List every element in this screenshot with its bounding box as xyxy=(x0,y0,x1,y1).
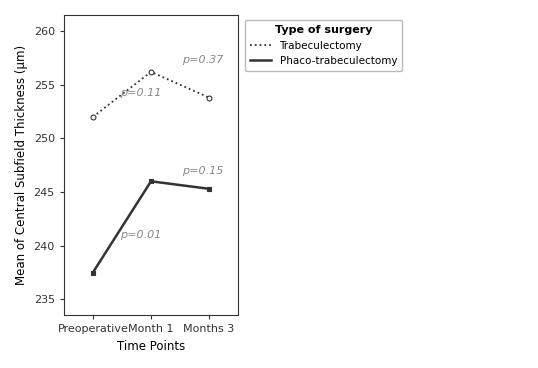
Text: p=0.11: p=0.11 xyxy=(120,88,161,98)
Y-axis label: Mean of Central Subfield Thickness (μm): Mean of Central Subfield Thickness (μm) xyxy=(15,45,28,285)
Line: Phaco-trabeculectomy: Phaco-trabeculectomy xyxy=(90,179,211,275)
Phaco-trabeculectomy xyxy=(206,187,213,191)
Text: p=0.15: p=0.15 xyxy=(182,166,223,176)
Phaco-trabeculectomy xyxy=(148,179,154,184)
Trabeculectomy xyxy=(90,115,96,119)
Trabeculectomy xyxy=(206,95,213,100)
X-axis label: Time Points: Time Points xyxy=(117,340,185,353)
Phaco-trabeculectomy xyxy=(90,270,96,275)
Text: p=0.37: p=0.37 xyxy=(182,56,223,66)
Text: p=0.01: p=0.01 xyxy=(120,230,161,240)
Trabeculectomy xyxy=(148,70,154,74)
Line: Trabeculectomy: Trabeculectomy xyxy=(90,70,211,119)
Legend: Trabeculectomy, Phaco-trabeculectomy: Trabeculectomy, Phaco-trabeculectomy xyxy=(245,20,402,71)
